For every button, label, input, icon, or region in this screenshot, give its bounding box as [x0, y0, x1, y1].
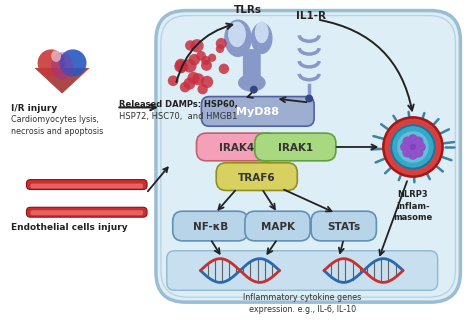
Circle shape [402, 148, 412, 157]
FancyBboxPatch shape [255, 133, 336, 161]
FancyBboxPatch shape [30, 210, 143, 215]
Text: IRAK1: IRAK1 [278, 143, 313, 153]
Circle shape [180, 62, 188, 71]
Text: Released DAMPs: HSP60,: Released DAMPs: HSP60, [119, 100, 238, 108]
Circle shape [397, 131, 429, 163]
Circle shape [216, 38, 227, 49]
Circle shape [408, 134, 418, 144]
Circle shape [416, 142, 426, 152]
Text: IL1-R: IL1-R [296, 12, 326, 21]
FancyBboxPatch shape [30, 184, 143, 188]
Circle shape [391, 125, 435, 169]
Circle shape [178, 65, 186, 73]
Ellipse shape [255, 21, 269, 43]
Text: Endothelial cells injury: Endothelial cells injury [10, 223, 128, 232]
Circle shape [175, 59, 187, 70]
Circle shape [404, 138, 422, 156]
Circle shape [408, 150, 418, 160]
Circle shape [168, 76, 178, 86]
FancyBboxPatch shape [167, 251, 438, 290]
Ellipse shape [228, 21, 246, 47]
FancyBboxPatch shape [243, 49, 261, 81]
Circle shape [185, 40, 195, 51]
FancyBboxPatch shape [216, 163, 297, 190]
FancyBboxPatch shape [311, 211, 376, 241]
Ellipse shape [238, 74, 265, 92]
Circle shape [183, 59, 197, 73]
Text: TRAF6: TRAF6 [238, 172, 275, 183]
Circle shape [250, 86, 258, 94]
Circle shape [174, 60, 186, 72]
Circle shape [219, 64, 229, 74]
Text: MAPK: MAPK [261, 222, 294, 232]
Text: NF-κB: NF-κB [193, 222, 228, 232]
Text: Cardiomyocytes lysis,
necrosis and apoptosis: Cardiomyocytes lysis, necrosis and apopt… [10, 115, 103, 136]
Circle shape [383, 117, 443, 177]
FancyBboxPatch shape [245, 211, 310, 241]
Ellipse shape [224, 20, 252, 57]
Text: MyD88: MyD88 [236, 108, 279, 117]
Circle shape [201, 60, 212, 71]
Circle shape [402, 136, 412, 146]
Text: STATs: STATs [327, 222, 360, 232]
Text: NLRP3
inflam-
masome: NLRP3 inflam- masome [393, 190, 433, 222]
Circle shape [59, 49, 87, 76]
Ellipse shape [251, 22, 273, 54]
FancyBboxPatch shape [27, 207, 147, 217]
FancyBboxPatch shape [156, 11, 460, 302]
FancyBboxPatch shape [27, 180, 147, 189]
Circle shape [305, 95, 313, 102]
FancyBboxPatch shape [197, 133, 277, 161]
FancyBboxPatch shape [173, 211, 248, 241]
Circle shape [183, 78, 195, 90]
Text: IRAK4: IRAK4 [219, 143, 255, 153]
Text: TLRs: TLRs [234, 4, 262, 14]
Text: I/R injury: I/R injury [10, 104, 57, 114]
Circle shape [189, 54, 200, 65]
Circle shape [180, 82, 190, 92]
Circle shape [187, 72, 200, 84]
Text: Inflammatory cytokine genes
expression. e.g., IL-6, IL-10: Inflammatory cytokine genes expression. … [243, 293, 361, 314]
Circle shape [201, 76, 213, 88]
Circle shape [414, 136, 423, 146]
FancyBboxPatch shape [201, 97, 314, 126]
Circle shape [196, 51, 206, 61]
Circle shape [414, 148, 423, 157]
Circle shape [216, 44, 224, 53]
Ellipse shape [51, 50, 61, 62]
Circle shape [198, 84, 208, 94]
Circle shape [192, 73, 204, 85]
Circle shape [37, 49, 65, 76]
Circle shape [400, 142, 410, 152]
Polygon shape [35, 68, 90, 94]
Circle shape [208, 54, 216, 62]
Circle shape [191, 39, 204, 52]
Circle shape [201, 56, 210, 65]
Text: HSP72, HSC70,  and HMGB1: HSP72, HSC70, and HMGB1 [119, 112, 238, 121]
Ellipse shape [51, 52, 73, 80]
